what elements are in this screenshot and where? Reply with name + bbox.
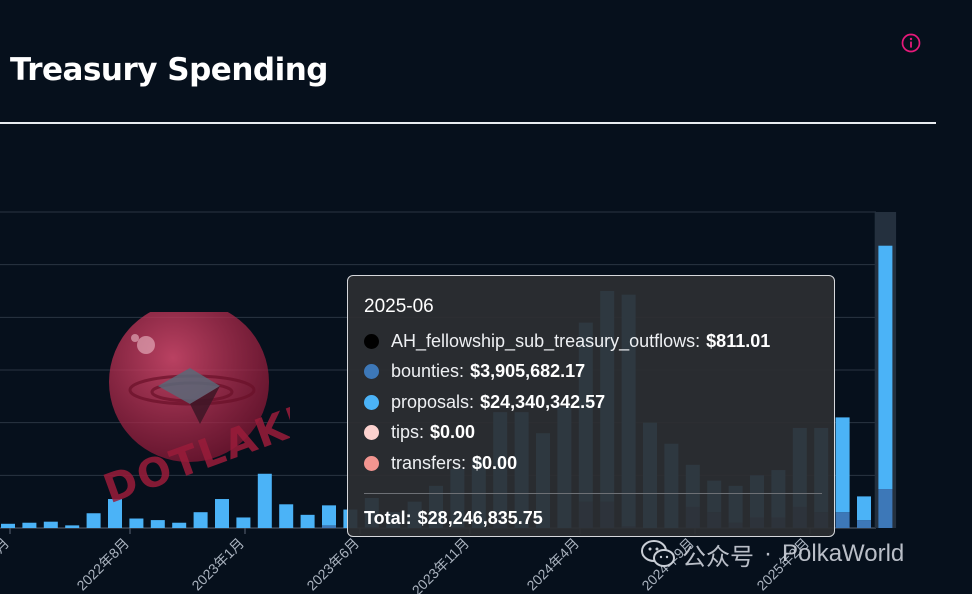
- x-tick-label: 2023年1月: [188, 535, 247, 594]
- tooltip-total-label: Total:: [364, 507, 412, 528]
- tooltip-row-value: $3,905,682.17: [470, 361, 586, 382]
- wechat-label: 公众号: [682, 543, 754, 571]
- tooltip-row: AH_fellowship_sub_treasury_outflows: $811…: [364, 326, 834, 357]
- legend-dot: [364, 425, 379, 441]
- legend-dot: [364, 364, 379, 380]
- bar-proposals: [322, 505, 336, 526]
- bar-proposals: [108, 499, 122, 528]
- bar-proposals: [172, 522, 187, 528]
- bar-proposals: [65, 525, 80, 528]
- bar-proposals: [300, 514, 315, 528]
- bar-proposals: [22, 522, 37, 528]
- tooltip-total-value: $28,246,835.75: [417, 507, 543, 528]
- tooltip-date: 2025-06: [364, 296, 434, 317]
- bar-proposals: [215, 499, 229, 528]
- chart-tooltip: 2025-06 AH_fellowship_sub_treasury_outfl…: [347, 275, 835, 537]
- wechat-watermark: 公众号 · PolkaWorld: [640, 536, 904, 572]
- watermark-separator: ·: [764, 540, 772, 567]
- bar-proposals: [1, 523, 15, 528]
- legend-dot: [364, 394, 379, 410]
- x-tick-label: 2023年11月: [409, 535, 472, 594]
- bar-proposals: [86, 513, 101, 528]
- bar-proposals: [878, 245, 893, 490]
- bar-bounties: [322, 525, 336, 528]
- bar-bounties: [878, 489, 893, 528]
- tooltip-total: Total: $28,246,835.75: [364, 508, 834, 529]
- tooltip-row: bounties: $3,905,682.17: [364, 357, 834, 388]
- bar-proposals: [835, 417, 850, 513]
- bar-proposals: [43, 521, 58, 528]
- tooltip-row: tips: $0.00: [364, 418, 834, 449]
- legend-dot: [364, 455, 379, 471]
- tooltip-row-value: $0.00: [430, 422, 476, 443]
- bar-proposals: [129, 518, 144, 528]
- x-tick-label: 2024年4月: [523, 535, 582, 594]
- legend-dot: [364, 333, 379, 349]
- tooltip-row-label: proposals:: [391, 391, 475, 412]
- tooltip-divider: [364, 492, 822, 494]
- tooltip-row-label: AH_fellowship_sub_treasury_outflows:: [391, 330, 701, 351]
- bar-proposals: [193, 512, 208, 528]
- wechat-icon: [641, 540, 675, 567]
- tooltip-row: proposals: $24,340,342.57: [364, 387, 834, 418]
- x-tick-label: 2022年3月: [0, 535, 12, 594]
- dotlake-logo: DOTLAKE: [98, 312, 290, 512]
- tooltip-row-value: $0.00: [472, 452, 518, 473]
- bar-proposals: [279, 504, 294, 528]
- page-title: Treasury Spending: [10, 52, 328, 88]
- x-tick-label: 2022年8月: [73, 535, 132, 594]
- bar-bounties: [857, 520, 871, 528]
- title-divider: [0, 122, 936, 124]
- bar-proposals: [150, 520, 165, 528]
- bar-proposals: [257, 473, 272, 528]
- x-tick-label: 2023年6月: [303, 535, 362, 594]
- info-circle-icon[interactable]: [901, 33, 921, 53]
- bar-proposals: [236, 517, 251, 528]
- tooltip-row-value: $24,340,342.57: [480, 391, 606, 412]
- tooltip-row: transfers: $0.00: [364, 448, 834, 479]
- wechat-account: PolkaWorld: [782, 540, 905, 567]
- tooltip-row-label: bounties:: [391, 361, 465, 382]
- bar-proposals: [857, 496, 871, 521]
- tooltip-row-label: transfers:: [391, 452, 467, 473]
- tooltip-rows: AH_fellowship_sub_treasury_outflows: $811…: [364, 326, 834, 479]
- tooltip-row-label: tips:: [391, 422, 425, 443]
- tooltip-row-value: $811.01: [706, 330, 771, 351]
- bar-bounties: [835, 512, 850, 528]
